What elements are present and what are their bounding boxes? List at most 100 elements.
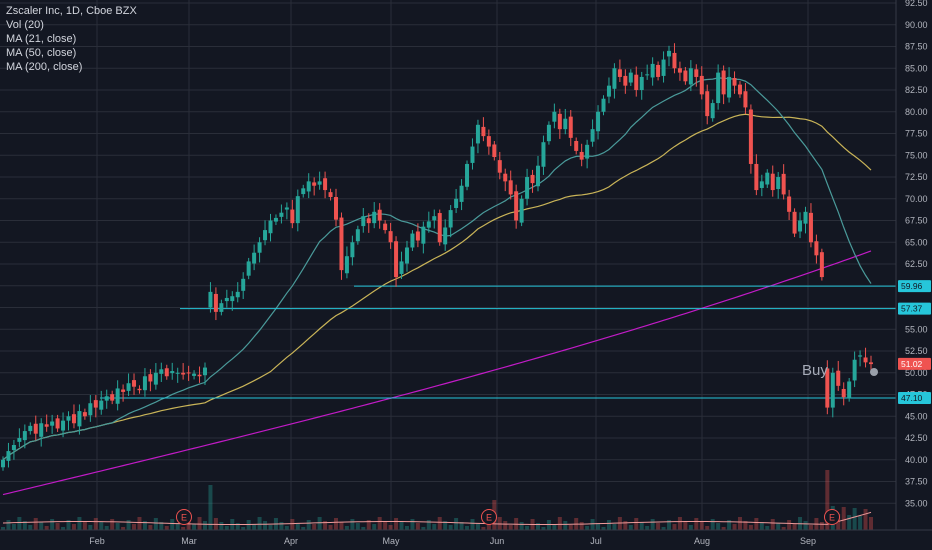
candle-body [142, 376, 147, 391]
volume-bar [759, 522, 764, 530]
candle-body [497, 160, 502, 173]
volume-bar [355, 523, 360, 530]
volume-bar [17, 517, 22, 530]
candle-body [781, 173, 786, 195]
candle-body [306, 181, 311, 192]
volume-bar [6, 520, 11, 530]
volume-bar [377, 517, 382, 530]
volume-bar [301, 527, 306, 530]
volume-bar [224, 526, 229, 530]
month-label: Jun [490, 536, 505, 546]
month-label: Aug [694, 536, 710, 546]
candle-body [847, 381, 852, 399]
candle-body [317, 181, 322, 185]
volume-bar [705, 526, 710, 530]
candle-body [17, 438, 22, 442]
candle-body [252, 252, 257, 264]
current-price-tag-label: 51.02 [901, 359, 923, 369]
candle-body [71, 414, 76, 424]
legend-title[interactable]: Zscaler Inc, 1D, Cboe BZX [6, 5, 137, 17]
candle-body [61, 420, 66, 431]
month-label: Feb [89, 536, 105, 546]
earnings-marker [481, 509, 497, 525]
volume-bar [317, 517, 322, 530]
candle-body [705, 91, 710, 117]
volume-bar [803, 521, 808, 530]
volume-bar [737, 517, 742, 530]
volume-bar [639, 522, 644, 530]
buy-annotation: Buy [802, 362, 828, 379]
candle-body [710, 103, 715, 119]
volume-bar [22, 521, 27, 530]
volume-bar [241, 527, 246, 530]
volume-bar [787, 520, 792, 530]
candle-body [202, 367, 207, 376]
candle-body [1, 459, 5, 468]
volume-bar [170, 519, 175, 530]
candle-body [672, 52, 677, 69]
volume-bar [306, 520, 311, 530]
candle-body [503, 173, 508, 182]
volume-bar [252, 524, 257, 530]
volume-bar [732, 524, 737, 530]
volume-bar [39, 522, 44, 530]
candle-body [263, 230, 268, 241]
legend-ma50[interactable]: MA (50, close) [6, 47, 77, 59]
volume-bar [257, 517, 262, 530]
legend-ma200[interactable]: MA (200, close) [6, 61, 83, 73]
ma-path [2, 77, 872, 461]
time-axis[interactable]: Feb Mar Apr May Jun Jul Aug Sep [0, 529, 932, 550]
volume-bar [115, 523, 120, 530]
candlesticks [1, 43, 873, 471]
candle-body [852, 359, 857, 381]
candle-body [437, 213, 442, 243]
volume-bar [388, 525, 393, 530]
volume-bar [208, 485, 213, 530]
candle-body [639, 76, 644, 91]
volume-bar [836, 514, 841, 530]
candle-body [181, 372, 186, 375]
candle-body [22, 431, 27, 441]
volume-bar [858, 516, 863, 530]
current-price-tag-bg [898, 357, 931, 370]
candle-body [557, 113, 562, 130]
candle-body [492, 144, 497, 158]
candle-body [650, 63, 655, 78]
volume-bar [590, 519, 595, 530]
price-axis[interactable]: 35.0037.5040.0042.5045.0047.5050.0052.50… [895, 0, 932, 550]
volume-bar [137, 517, 142, 530]
candle-body [481, 126, 486, 137]
candle-body [748, 109, 753, 164]
price-tick-label: 72.50 [905, 172, 928, 182]
candle-body [792, 211, 797, 234]
volume-bar [11, 524, 16, 530]
month-label: Sep [800, 536, 816, 546]
volume-bar [132, 524, 137, 530]
candle-body [339, 217, 344, 271]
volume-bar [50, 519, 55, 530]
candle-body [519, 198, 524, 223]
price-tag-bg [898, 302, 931, 315]
volume-bar [601, 527, 606, 530]
candle-body [186, 372, 191, 374]
volume-bar [847, 515, 852, 530]
volume-bars [1, 470, 873, 530]
volume-bar [415, 523, 420, 530]
legend-volume[interactable]: Vol (20) [6, 19, 44, 31]
legend-ma21[interactable]: MA (21, close) [6, 33, 77, 45]
volume-bar [175, 523, 180, 530]
candle-body [372, 211, 377, 224]
candle-body [366, 218, 371, 224]
candle-body [808, 212, 813, 243]
volume-bar [819, 522, 824, 530]
candle-body [727, 76, 732, 98]
volume-bar [770, 519, 775, 530]
price-tick-label: 40.00 [905, 455, 928, 465]
volume-bar [765, 526, 770, 530]
volume-bar [437, 517, 442, 530]
candle-body [814, 241, 819, 256]
price-tick-label: 45.00 [905, 411, 928, 421]
volume-bar [454, 518, 459, 530]
candle-body [759, 181, 764, 188]
